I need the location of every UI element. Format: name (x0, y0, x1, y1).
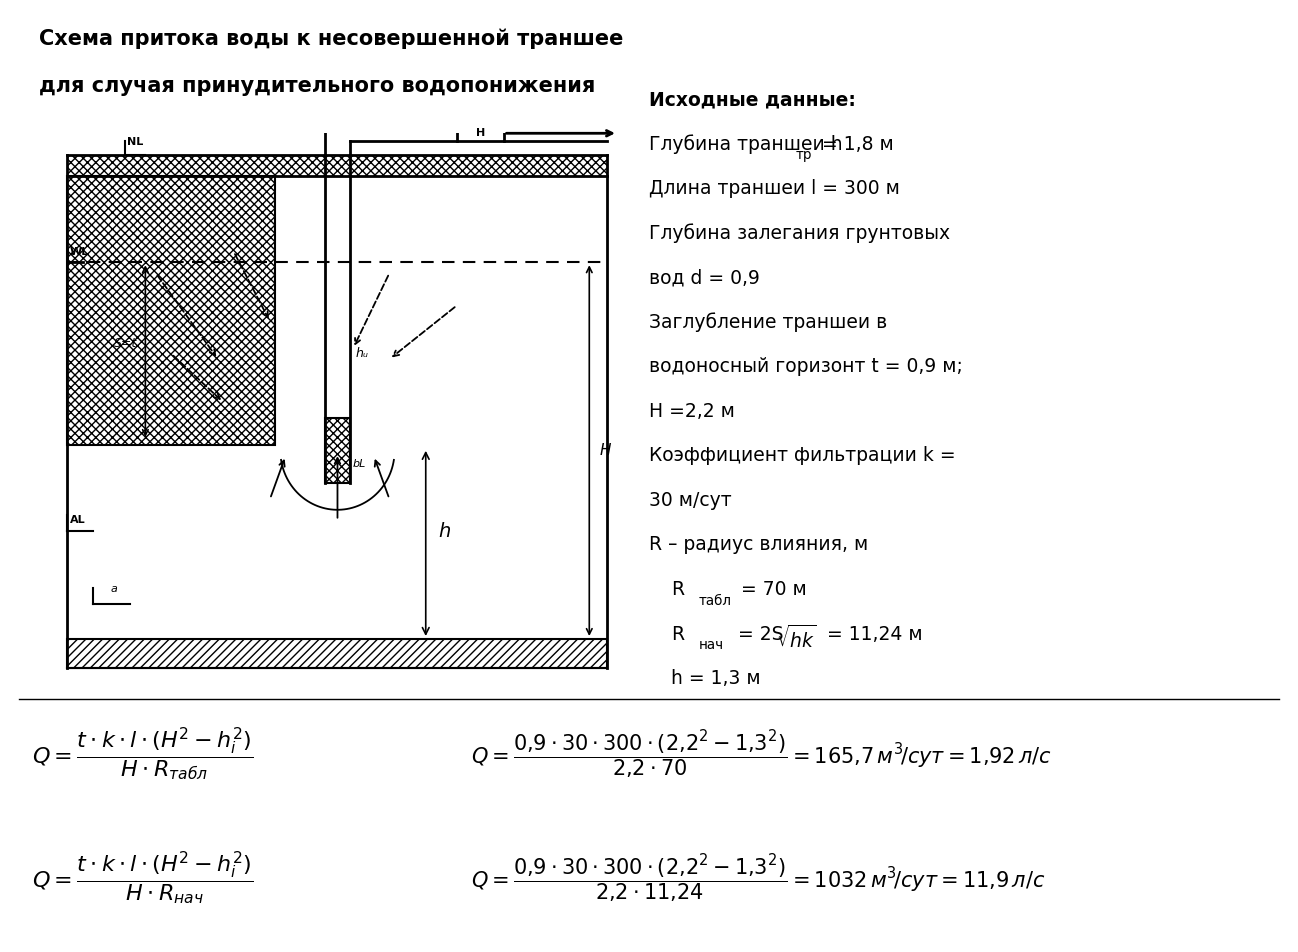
Text: AL: AL (70, 515, 86, 525)
Bar (67, 639, 607, 668)
Text: Заглубление траншеи в: Заглубление траншеи в (649, 313, 887, 332)
Text: h = 1,3 м: h = 1,3 м (671, 669, 761, 688)
Bar (67, 155, 607, 176)
Text: R: R (671, 625, 684, 644)
Text: R: R (671, 580, 684, 599)
Text: a: a (110, 585, 118, 594)
Text: Схема притока воды к несовершенной траншее: Схема притока воды к несовершенной транш… (39, 29, 623, 50)
Text: Глубина залегания грунтовых: Глубина залегания грунтовых (649, 224, 950, 244)
Text: $Q = \dfrac{t \cdot k \cdot l \cdot (H^2 - h_i^2)}{H \cdot R_{\mathit{табл}}}$: $Q = \dfrac{t \cdot k \cdot l \cdot (H^2… (32, 725, 253, 783)
Bar (324, 418, 350, 483)
Text: = 11,24 м: = 11,24 м (820, 625, 922, 644)
Text: нач: нач (700, 638, 724, 652)
Text: тр: тр (796, 149, 813, 162)
Text: hᵤ: hᵤ (356, 347, 369, 360)
Text: $Q = \dfrac{t \cdot k \cdot l \cdot (H^2 - h_i^2)}{H \cdot R_{\mathit{нач}}}$: $Q = \dfrac{t \cdot k \cdot l \cdot (H^2… (32, 849, 253, 907)
Text: табл: табл (700, 594, 732, 607)
Text: $\sqrt{hk}$: $\sqrt{hk}$ (776, 625, 816, 652)
Text: $Q = \dfrac{0{,}9 \cdot 30 \cdot 300 \cdot (2{,}2^2 - 1{,}3^2)}{2{,}2 \cdot 70} : $Q = \dfrac{0{,}9 \cdot 30 \cdot 300 \cd… (471, 728, 1051, 781)
Text: 30 м/сут: 30 м/сут (649, 491, 732, 510)
Bar (67, 176, 275, 446)
Text: для случая принудительного водопонижения: для случая принудительного водопонижения (39, 76, 596, 96)
Text: = 70 м: = 70 м (735, 580, 806, 599)
Text: NL: NL (127, 137, 143, 147)
Text: Глубина траншеи h: Глубина траншеи h (649, 134, 842, 154)
Text: = 1,8 м: = 1,8 м (815, 134, 893, 153)
Text: = 2S: = 2S (732, 625, 783, 644)
Text: Исходные данные:: Исходные данные: (649, 90, 855, 109)
Bar (457, 126, 504, 141)
Text: Длина траншеи l = 300 м: Длина траншеи l = 300 м (649, 179, 900, 198)
Text: водоносный горизонт t = 0,9 м;: водоносный горизонт t = 0,9 м; (649, 357, 963, 376)
Text: h: h (439, 522, 452, 541)
Text: Коэффициент фильтрации k =: Коэффициент фильтрации k = (649, 446, 955, 466)
Text: bL: bL (353, 459, 366, 468)
Text: WL: WL (70, 247, 90, 257)
Text: $Q = \dfrac{0{,}9 \cdot 30 \cdot 300 \cdot (2{,}2^2 - 1{,}3^2)}{2{,}2 \cdot 11{,: $Q = \dfrac{0{,}9 \cdot 30 \cdot 300 \cd… (471, 852, 1045, 904)
Text: S=t: S=t (114, 337, 138, 349)
Text: H: H (600, 443, 611, 458)
Text: Н =2,2 м: Н =2,2 м (649, 402, 735, 421)
Text: вод d = 0,9: вод d = 0,9 (649, 268, 759, 288)
Text: R – радиус влияния, м: R – радиус влияния, м (649, 535, 868, 554)
Text: H: H (475, 129, 485, 138)
